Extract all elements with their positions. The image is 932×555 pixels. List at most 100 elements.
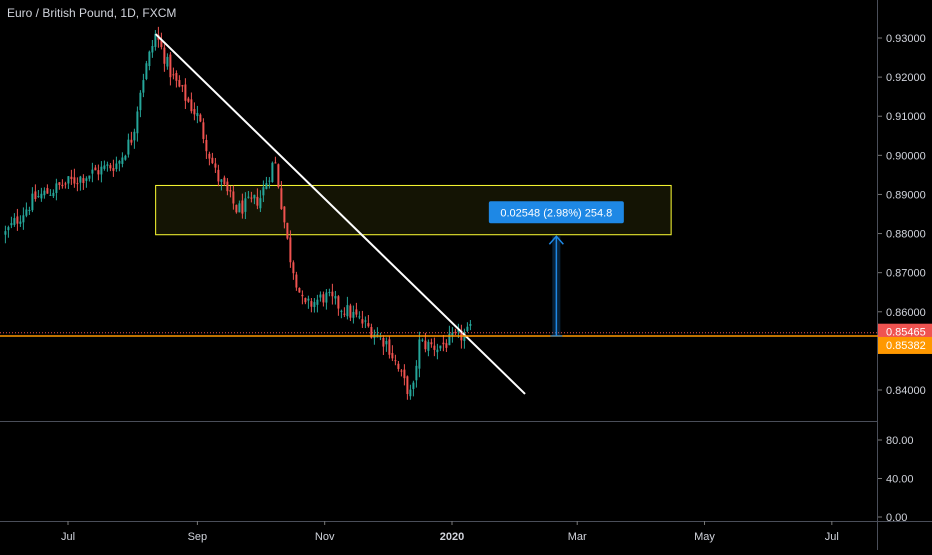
candle-body [211,157,214,164]
time-tick-label: Mar [568,531,587,543]
candle-body [328,292,331,294]
candle-body [97,170,100,175]
time-tick-label: May [694,531,715,543]
candle-body [367,323,370,327]
candle-body [64,183,67,185]
candle-body [163,47,166,64]
candle-body [235,204,238,213]
candle-body [268,180,271,182]
price-badge-label: 0.85465 [886,327,926,339]
candle-body [352,311,355,318]
candle-body [70,176,73,180]
candle [421,338,424,342]
candle [145,60,148,81]
candle-body [271,162,274,183]
candle-body [349,305,352,318]
candle [52,189,55,199]
candle-body [79,176,82,183]
candle-body [145,63,148,80]
candle-body [358,316,361,318]
candle [256,188,259,210]
candle-body [4,231,7,235]
candle [175,70,178,88]
candle [214,157,217,173]
candle [358,311,361,320]
candle-body [412,382,415,389]
candle-body [226,181,229,192]
price-tick-label: 0.89000 [886,189,926,201]
candle [466,322,469,333]
candle [79,175,82,191]
candle [16,208,19,231]
candle-body [73,177,76,184]
candle [292,260,295,280]
candle [334,290,337,305]
candle [280,181,283,210]
candle-body [265,183,268,189]
candle [163,44,166,72]
candle [439,345,442,352]
candle-body [46,188,49,194]
candle-body [58,182,61,185]
candle-body [232,191,235,204]
candle-body [151,46,154,53]
candle [229,186,232,198]
candle-body [34,191,37,199]
candle-body [61,184,64,187]
candle-body [199,114,202,122]
downtrend-line[interactable] [154,33,526,395]
candle-body [49,194,52,196]
candle [295,271,298,291]
candle-body [112,168,115,171]
candle-body [28,209,31,211]
candle-body [244,198,247,212]
candle-body [160,40,163,48]
candle-body [181,85,184,87]
candle [232,185,235,210]
candle-body [433,345,436,350]
candle-body [223,177,226,185]
candle-body [133,131,136,141]
candle-body [388,339,391,355]
candle-body [319,294,322,298]
candle-body [418,339,421,369]
candle-body [436,349,439,353]
time-tick-label: Jul [825,531,839,543]
candle [148,50,151,71]
candle [430,338,433,348]
candle-body [253,194,256,199]
price-tick-label: 0.86000 [886,307,926,319]
candle-body [106,164,109,166]
candle [118,159,121,172]
candle-body [466,326,469,331]
candle [238,200,241,213]
candle [58,182,61,190]
candle-body [250,197,253,199]
candle-body [295,274,298,288]
candle [247,190,250,199]
candle [283,206,286,229]
candle-body [13,218,16,225]
candle [76,177,79,192]
candle [388,335,391,359]
candle-body [310,301,313,307]
candle [109,163,112,172]
candle-body [451,332,454,336]
candle-body [196,113,199,117]
oscillator-tick-label: 80.00 [886,435,914,447]
candle-body [202,122,205,139]
price-badge-label: 0.85382 [886,340,926,352]
measure-label-box [488,201,624,224]
candle [454,328,457,336]
candle-body [334,296,337,299]
candle [415,360,418,388]
candle-body [301,294,304,297]
candle-body [43,190,46,196]
candle [7,225,10,238]
candle-body [325,292,328,303]
candle-body [82,178,85,183]
candle [181,84,184,93]
candle-body [220,179,223,182]
